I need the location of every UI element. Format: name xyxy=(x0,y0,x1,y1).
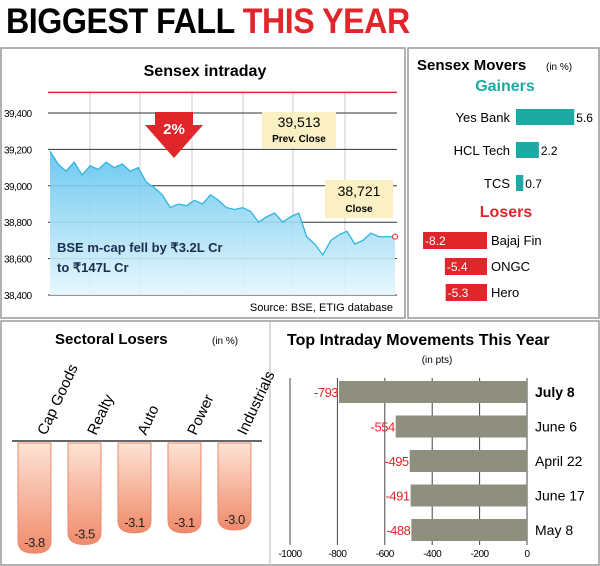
movement-date: June 6 xyxy=(535,419,577,435)
movement-value: -488 xyxy=(386,523,410,538)
gainer-value: 2.2 xyxy=(541,144,558,158)
headline-part2: THIS YEAR xyxy=(242,2,410,41)
mcap-annotation: BSE m-cap fell by ₹3.2L Cr xyxy=(57,240,223,255)
losers-label: Losers xyxy=(480,204,533,221)
sector-value: -3.5 xyxy=(74,527,95,542)
sectoral-unit: (in %) xyxy=(212,336,238,347)
movers-unit: (in %) xyxy=(546,62,572,73)
intraday-area xyxy=(50,151,395,295)
movers-title: Sensex Movers xyxy=(417,57,526,74)
sector-bar xyxy=(67,442,102,546)
movement-bar xyxy=(409,450,527,472)
loser-value: -5.4 xyxy=(447,260,468,274)
movements-unit: (in pts) xyxy=(422,355,453,366)
close-note xyxy=(325,180,393,218)
movements-title: Top Intraday Movements This Year xyxy=(287,332,550,349)
y-tick-label: 39,200 xyxy=(4,145,33,156)
percent-badge: 2% xyxy=(163,121,185,138)
sector-bar xyxy=(117,442,152,534)
movement-date: April 22 xyxy=(535,453,583,469)
loser-value: -5.3 xyxy=(448,286,469,300)
loser-name: ONGC xyxy=(491,259,530,274)
x-tick-label: -1000 xyxy=(278,549,302,560)
sector-bar xyxy=(17,442,52,554)
intraday-line xyxy=(49,150,396,257)
close-marker xyxy=(392,233,398,240)
movers-panel xyxy=(407,47,600,319)
sector-value: -3.8 xyxy=(24,535,45,550)
sector-value: -3.1 xyxy=(174,515,195,530)
x-tick-label: -400 xyxy=(423,549,442,560)
gainer-name: Yes Bank xyxy=(456,110,511,125)
movement-bar xyxy=(411,519,527,541)
movement-bar xyxy=(395,415,527,438)
movement-bar xyxy=(339,381,527,403)
gainer-bar xyxy=(516,175,524,191)
gainer-bar xyxy=(516,109,575,125)
loser-name: Bajaj Fin xyxy=(491,233,542,248)
loser-name: Hero xyxy=(491,285,519,300)
intraday-title: Sensex intraday xyxy=(144,63,267,80)
y-tick-label: 39,400 xyxy=(4,109,33,120)
movement-value: -495 xyxy=(385,454,409,469)
x-tick-label: -800 xyxy=(328,549,347,560)
prev-close-value: 39,513 xyxy=(278,114,321,130)
loser-bar xyxy=(444,258,487,275)
movement-date: May 8 xyxy=(535,522,573,538)
movement-bar xyxy=(410,484,527,507)
close-value: 38,721 xyxy=(338,183,381,199)
movement-date: June 17 xyxy=(535,488,585,504)
y-tick-label: 39,000 xyxy=(4,182,33,193)
prev-close-caption: Prev. Close xyxy=(272,134,326,145)
source-note: Source: BSE, ETIG database xyxy=(250,302,393,314)
sector-value: -3.0 xyxy=(224,512,245,527)
down-arrow-icon xyxy=(145,112,203,158)
movement-value: -554 xyxy=(371,420,395,435)
headline-part1: BIGGEST FALL xyxy=(6,2,235,41)
movement-value: -491 xyxy=(386,489,410,504)
mcap-annotation: to ₹147L Cr xyxy=(57,260,129,275)
gainer-name: TCS xyxy=(484,176,510,191)
sectoral-title: Sectoral Losers xyxy=(55,331,168,348)
loser-value: -8.2 xyxy=(425,234,446,248)
movement-date: July 8 xyxy=(535,384,575,400)
gainer-name: HCL Tech xyxy=(454,143,510,158)
loser-bar xyxy=(445,284,487,301)
headline: BIGGEST FALL THIS YEAR xyxy=(6,2,410,42)
movement-value: -793 xyxy=(314,385,338,400)
sector-value: -3.1 xyxy=(124,515,145,530)
gainer-bar xyxy=(516,142,539,158)
prev-close-note xyxy=(262,112,336,148)
y-tick-label: 38,400 xyxy=(4,291,33,302)
sector-bar xyxy=(167,442,202,534)
x-tick-label: 0 xyxy=(524,549,530,560)
gainer-value: 0.7 xyxy=(525,177,542,191)
y-tick-label: 38,600 xyxy=(4,255,33,266)
sector-bar xyxy=(217,442,252,531)
gainer-value: 5.6 xyxy=(576,111,593,125)
loser-bar xyxy=(423,232,487,249)
gainers-label: Gainers xyxy=(475,78,535,95)
y-tick-label: 38,800 xyxy=(4,218,33,229)
x-tick-label: -600 xyxy=(376,549,395,560)
x-tick-label: -200 xyxy=(471,549,490,560)
close-caption: Close xyxy=(345,204,373,215)
